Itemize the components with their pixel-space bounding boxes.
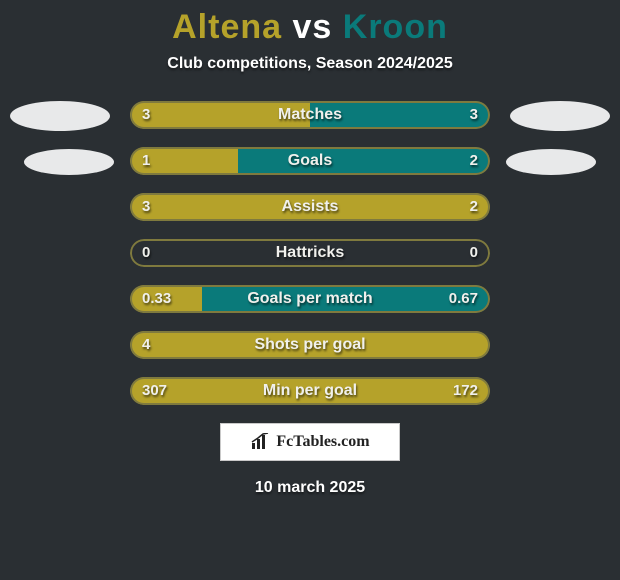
title-vs: vs — [282, 8, 343, 46]
stat-row: 00Hattricks — [130, 239, 490, 267]
stat-label: Goals — [130, 147, 490, 175]
stat-label: Assists — [130, 193, 490, 221]
stat-row: 307172Min per goal — [130, 377, 490, 405]
stat-bars: 33Matches 12Goals 32Assists 00Hattricks 0.33… — [130, 101, 490, 405]
team-right-shape-1 — [510, 101, 610, 131]
team-right-shape-2 — [506, 149, 596, 175]
stat-row: 0.330.67Goals per match — [130, 285, 490, 313]
stat-label: Hattricks — [130, 239, 490, 267]
stat-row: 32Assists — [130, 193, 490, 221]
title-player1: Altena — [172, 8, 282, 46]
date-text: 10 march 2025 — [0, 479, 620, 497]
brand-text: FcTables.com — [276, 433, 369, 451]
page-title: Altena vs Kroon — [0, 0, 620, 47]
stat-label: Min per goal — [130, 377, 490, 405]
brand-chart-icon — [250, 433, 270, 451]
stat-label: Goals per match — [130, 285, 490, 313]
stat-row: 4Shots per goal — [130, 331, 490, 359]
team-left-shape-1 — [10, 101, 110, 131]
team-left-shape-2 — [24, 149, 114, 175]
stats-area: 33Matches 12Goals 32Assists 00Hattricks 0.33… — [0, 101, 620, 405]
title-player2: Kroon — [343, 8, 448, 46]
brand-box: FcTables.com — [220, 423, 400, 461]
stat-label: Shots per goal — [130, 331, 490, 359]
stat-row: 33Matches — [130, 101, 490, 129]
stat-label: Matches — [130, 101, 490, 129]
stat-row: 12Goals — [130, 147, 490, 175]
subtitle: Club competitions, Season 2024/2025 — [0, 55, 620, 73]
